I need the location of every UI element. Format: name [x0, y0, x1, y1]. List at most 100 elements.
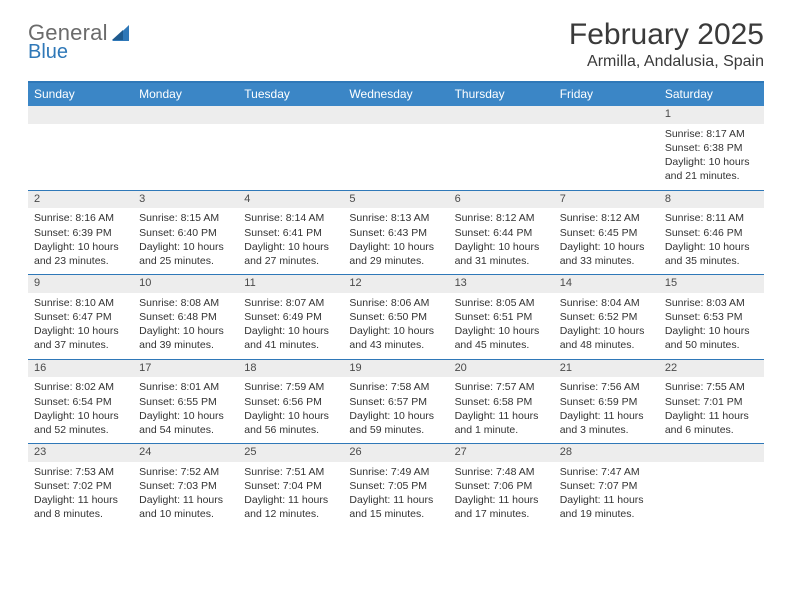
day-info: Sunrise: 7:49 AMSunset: 7:05 PMDaylight:… [347, 465, 444, 522]
daylight-text: Daylight: 11 hours and 1 minute. [455, 409, 550, 437]
day-cell: 28 Sunrise: 7:47 AMSunset: 7:07 PMDayligh… [554, 444, 659, 528]
sunrise-text: Sunrise: 8:10 AM [34, 296, 129, 310]
sunset-text: Sunset: 7:03 PM [139, 479, 234, 493]
day-number: . [238, 106, 343, 124]
daylight-text: Daylight: 10 hours and 35 minutes. [665, 240, 760, 268]
sunset-text: Sunset: 7:04 PM [244, 479, 339, 493]
sunrise-text: Sunrise: 8:13 AM [349, 211, 444, 225]
day-info: Sunrise: 7:47 AMSunset: 7:07 PMDaylight:… [558, 465, 655, 522]
daylight-text: Daylight: 10 hours and 37 minutes. [34, 324, 129, 352]
sunset-text: Sunset: 6:46 PM [665, 226, 760, 240]
day-cell: . [449, 106, 554, 190]
day-cell: 18 Sunrise: 7:59 AMSunset: 6:56 PMDayligh… [238, 360, 343, 444]
sunrise-text: Sunrise: 7:59 AM [244, 380, 339, 394]
sunrise-text: Sunrise: 8:11 AM [665, 211, 760, 225]
sunrise-text: Sunrise: 7:57 AM [455, 380, 550, 394]
daylight-text: Daylight: 10 hours and 45 minutes. [455, 324, 550, 352]
daylight-text: Daylight: 10 hours and 33 minutes. [560, 240, 655, 268]
day-number: 19 [343, 360, 448, 378]
sunrise-text: Sunrise: 7:56 AM [560, 380, 655, 394]
sunset-text: Sunset: 6:53 PM [665, 310, 760, 324]
sunset-text: Sunset: 6:59 PM [560, 395, 655, 409]
day-info: Sunrise: 8:11 AMSunset: 6:46 PMDaylight:… [663, 211, 760, 268]
weekday-header: Monday [133, 83, 238, 106]
day-number: . [343, 106, 448, 124]
sunset-text: Sunset: 7:05 PM [349, 479, 444, 493]
location-label: Armilla, Andalusia, Spain [569, 53, 764, 71]
sunset-text: Sunset: 6:41 PM [244, 226, 339, 240]
day-cell: 14Sunrise: 8:04 AMSunset: 6:52 PMDayligh… [554, 275, 659, 359]
day-info: Sunrise: 7:56 AMSunset: 6:59 PMDaylight:… [558, 380, 655, 437]
sunrise-text: Sunrise: 8:01 AM [139, 380, 234, 394]
day-number: . [449, 106, 554, 124]
day-number: 13 [449, 275, 554, 293]
day-number: 28 [554, 444, 659, 462]
daylight-text: Daylight: 11 hours and 3 minutes. [560, 409, 655, 437]
sunrise-text: Sunrise: 8:08 AM [139, 296, 234, 310]
day-cell: . [238, 106, 343, 190]
sunrise-text: Sunrise: 8:02 AM [34, 380, 129, 394]
daylight-text: Daylight: 11 hours and 19 minutes. [560, 493, 655, 521]
daylight-text: Daylight: 11 hours and 10 minutes. [139, 493, 234, 521]
day-number: 17 [133, 360, 238, 378]
daylight-text: Daylight: 10 hours and 23 minutes. [34, 240, 129, 268]
day-info: Sunrise: 8:16 AMSunset: 6:39 PMDaylight:… [32, 211, 129, 268]
day-number: 21 [554, 360, 659, 378]
day-cell: 21 Sunrise: 7:56 AMSunset: 6:59 PMDayligh… [554, 360, 659, 444]
day-info: Sunrise: 8:06 AMSunset: 6:50 PMDaylight:… [347, 296, 444, 353]
sunrise-text: Sunrise: 7:52 AM [139, 465, 234, 479]
day-number: 3 [133, 191, 238, 209]
day-number: 7 [554, 191, 659, 209]
day-cell: 6Sunrise: 8:12 AMSunset: 6:44 PMDaylight… [449, 191, 554, 275]
sunrise-text: Sunrise: 7:55 AM [665, 380, 760, 394]
day-info: Sunrise: 7:58 AMSunset: 6:57 PMDaylight:… [347, 380, 444, 437]
day-info: Sunrise: 8:12 AMSunset: 6:45 PMDaylight:… [558, 211, 655, 268]
sunset-text: Sunset: 6:55 PM [139, 395, 234, 409]
day-cell: 8Sunrise: 8:11 AMSunset: 6:46 PMDaylight… [659, 191, 764, 275]
sunset-text: Sunset: 6:38 PM [665, 141, 760, 155]
day-number: 12 [343, 275, 448, 293]
day-cell: . [133, 106, 238, 190]
day-cell: 2Sunrise: 8:16 AMSunset: 6:39 PMDaylight… [28, 191, 133, 275]
day-number: 18 [238, 360, 343, 378]
daylight-text: Daylight: 10 hours and 48 minutes. [560, 324, 655, 352]
day-cell: 19 Sunrise: 7:58 AMSunset: 6:57 PMDayligh… [343, 360, 448, 444]
day-cell: 13 Sunrise: 8:05 AMSunset: 6:51 PMDayligh… [449, 275, 554, 359]
day-info: Sunrise: 7:59 AMSunset: 6:56 PMDaylight:… [242, 380, 339, 437]
day-info: Sunrise: 7:51 AMSunset: 7:04 PMDaylight:… [242, 465, 339, 522]
weekday-header: Friday [554, 83, 659, 106]
day-info: Sunrise: 8:02 AMSunset: 6:54 PMDaylight:… [32, 380, 129, 437]
sunset-text: Sunset: 6:39 PM [34, 226, 129, 240]
day-info: Sunrise: 7:48 AMSunset: 7:06 PMDaylight:… [453, 465, 550, 522]
week-row: 9Sunrise: 8:10 AMSunset: 6:47 PMDaylight… [28, 274, 764, 359]
sunset-text: Sunset: 6:48 PM [139, 310, 234, 324]
day-number: 24 [133, 444, 238, 462]
day-cell: 12 Sunrise: 8:06 AMSunset: 6:50 PMDayligh… [343, 275, 448, 359]
sunrise-text: Sunrise: 8:06 AM [349, 296, 444, 310]
brand-word2: Blue [28, 42, 108, 62]
daylight-text: Daylight: 10 hours and 27 minutes. [244, 240, 339, 268]
day-cell: 23 Sunrise: 7:53 AMSunset: 7:02 PMDayligh… [28, 444, 133, 528]
day-cell: 25Sunrise: 7:51 AMSunset: 7:04 PMDayligh… [238, 444, 343, 528]
weekday-header: Tuesday [238, 83, 343, 106]
heading-block: February 2025 Armilla, Andalusia, Spain [569, 18, 764, 71]
calendar-grid: SundayMondayTuesdayWednesdayThursdayFrid… [28, 81, 764, 528]
day-number: 14 [554, 275, 659, 293]
day-number: 27 [449, 444, 554, 462]
sunrise-text: Sunrise: 8:12 AM [560, 211, 655, 225]
day-number: 23 [28, 444, 133, 462]
daylight-text: Daylight: 10 hours and 39 minutes. [139, 324, 234, 352]
sunrise-text: Sunrise: 8:14 AM [244, 211, 339, 225]
day-number: 4 [238, 191, 343, 209]
day-info: Sunrise: 7:53 AMSunset: 7:02 PMDaylight:… [32, 465, 129, 522]
sunset-text: Sunset: 6:44 PM [455, 226, 550, 240]
daylight-text: Daylight: 10 hours and 43 minutes. [349, 324, 444, 352]
daylight-text: Daylight: 11 hours and 12 minutes. [244, 493, 339, 521]
day-info: Sunrise: 8:05 AMSunset: 6:51 PMDaylight:… [453, 296, 550, 353]
day-number: 15 [659, 275, 764, 293]
weekday-header-row: SundayMondayTuesdayWednesdayThursdayFrid… [28, 83, 764, 106]
day-number: 5 [343, 191, 448, 209]
day-number: 11 [238, 275, 343, 293]
day-cell: 27 Sunrise: 7:48 AMSunset: 7:06 PMDayligh… [449, 444, 554, 528]
sunrise-text: Sunrise: 8:16 AM [34, 211, 129, 225]
